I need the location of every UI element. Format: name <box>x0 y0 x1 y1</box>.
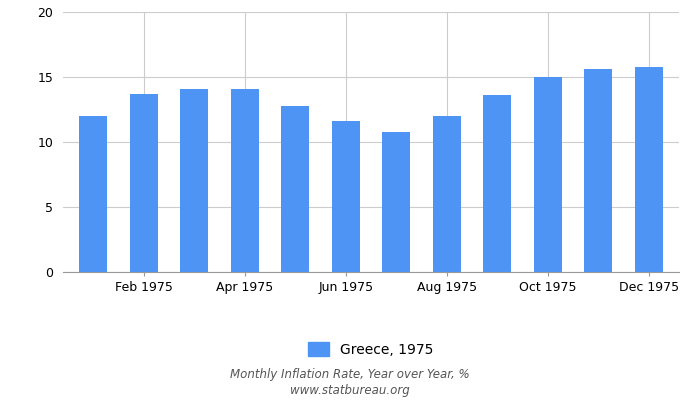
Text: www.statbureau.org: www.statbureau.org <box>290 384 410 397</box>
Bar <box>181 89 208 272</box>
Bar <box>332 121 360 272</box>
Bar <box>483 95 511 272</box>
Bar <box>534 77 561 272</box>
Bar <box>584 69 612 272</box>
Bar <box>635 66 663 272</box>
Bar <box>281 106 309 272</box>
Text: Monthly Inflation Rate, Year over Year, %: Monthly Inflation Rate, Year over Year, … <box>230 368 470 381</box>
Bar <box>433 116 461 272</box>
Bar <box>382 132 410 272</box>
Bar <box>79 116 107 272</box>
Bar <box>231 89 259 272</box>
Bar <box>130 94 158 272</box>
Legend: Greece, 1975: Greece, 1975 <box>303 336 439 362</box>
